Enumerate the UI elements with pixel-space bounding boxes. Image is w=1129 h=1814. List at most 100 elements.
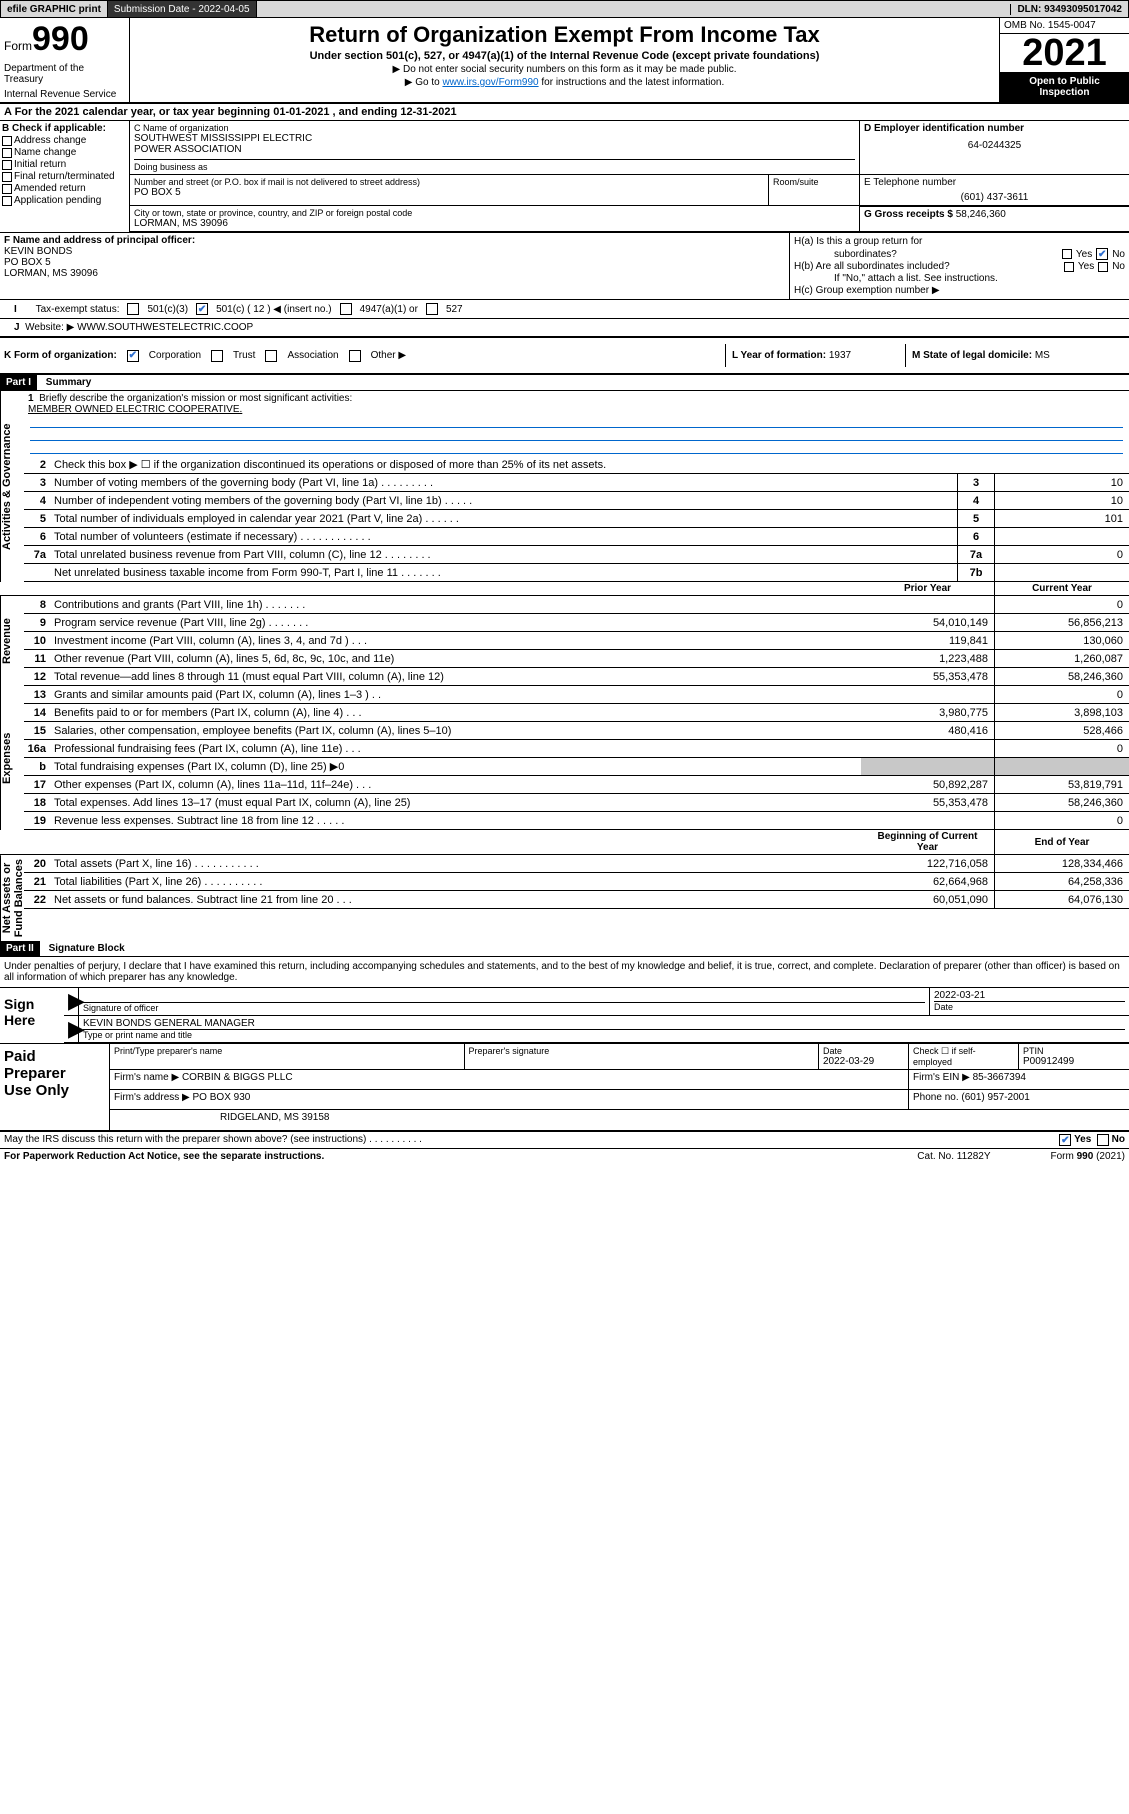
- sign-here-block: Sign Here ▶ Signature of officer 2022-03…: [0, 987, 1129, 1043]
- section-j-website: J Website: ▶ WWW.SOUTHWESTELECTRIC.COOP: [0, 319, 1129, 338]
- col-end-year: End of Year: [995, 830, 1129, 854]
- officer-name-cell: KEVIN BONDS GENERAL MANAGER Type or prin…: [78, 1016, 1129, 1042]
- mission-block: 1 Briefly describe the organization's mi…: [24, 391, 1129, 456]
- city-value: LORMAN, MS 39096: [134, 218, 855, 229]
- side-label-expenses: Expenses: [0, 686, 24, 830]
- summary-row: 16aProfessional fundraising fees (Part I…: [24, 740, 1129, 758]
- form-subtitle: Under section 501(c), 527, or 4947(a)(1)…: [138, 50, 991, 62]
- summary-row: 6Total number of volunteers (estimate if…: [24, 528, 1129, 546]
- line-2-checkbox: Check this box ▶ ☐ if the organization d…: [52, 457, 1129, 472]
- chk-application-pending[interactable]: Application pending: [2, 195, 127, 206]
- room-suite-cell: Room/suite: [769, 175, 859, 205]
- summary-row: Net unrelated business taxable income fr…: [24, 564, 1129, 582]
- perjury-statement: Under penalties of perjury, I declare th…: [0, 957, 1129, 987]
- street-address: PO BOX 5: [134, 187, 764, 198]
- summary-row: 9Program service revenue (Part VIII, lin…: [24, 614, 1129, 632]
- col-current-year: Current Year: [995, 582, 1129, 595]
- chk-final-return[interactable]: Final return/terminated: [2, 171, 127, 182]
- gross-receipts-value: 58,246,360: [956, 209, 1006, 220]
- signature-arrow-icon: ▶: [64, 988, 78, 1015]
- prior-current-header: Prior Year Current Year: [0, 582, 1129, 596]
- h-b-note: If "No," attach a list. See instructions…: [834, 273, 998, 284]
- chk-name-change[interactable]: Name change: [2, 147, 127, 158]
- summary-row: 22Net assets or fund balances. Subtract …: [24, 891, 1129, 909]
- summary-row: 17Other expenses (Part IX, column (A), l…: [24, 776, 1129, 794]
- officer-addr1: PO BOX 5: [4, 257, 785, 268]
- summary-row: bTotal fundraising expenses (Part IX, co…: [24, 758, 1129, 776]
- chk-address-change[interactable]: Address change: [2, 135, 127, 146]
- irs-label: Internal Revenue Service: [4, 89, 125, 100]
- section-m: M State of legal domicile: MS: [905, 344, 1125, 367]
- side-label-net-assets: Net Assets or Fund Balances: [0, 855, 24, 941]
- form-title: Return of Organization Exempt From Incom…: [138, 22, 991, 48]
- summary-row: 19Revenue less expenses. Subtract line 1…: [24, 812, 1129, 830]
- firm-ein: 85-3667394: [973, 1072, 1026, 1083]
- summary-row: 20Total assets (Part X, line 16) . . . .…: [24, 855, 1129, 873]
- h-b-label: H(b) Are all subordinates included?: [794, 261, 950, 272]
- summary-row: 18Total expenses. Add lines 13–17 (must …: [24, 794, 1129, 812]
- discuss-preparer-row: May the IRS discuss this return with the…: [0, 1130, 1129, 1148]
- form-header: Form990 Department of the Treasury Inter…: [0, 18, 1129, 104]
- dba-label: Doing business as: [134, 162, 855, 172]
- section-f-officer: F Name and address of principal officer:…: [0, 233, 789, 299]
- page-footer: For Paperwork Reduction Act Notice, see …: [0, 1148, 1129, 1164]
- dept-treasury: Department of the Treasury: [4, 63, 125, 85]
- org-name-cell: C Name of organization SOUTHWEST MISSISS…: [130, 121, 859, 174]
- section-b-title: B Check if applicable:: [2, 123, 127, 134]
- summary-row: 15Salaries, other compensation, employee…: [24, 722, 1129, 740]
- section-g-gross-receipts: G Gross receipts $ 58,246,360: [859, 206, 1129, 231]
- org-name-line2: POWER ASSOCIATION: [134, 144, 855, 155]
- chk-amended-return[interactable]: Amended return: [2, 183, 127, 194]
- part-1-body: Activities & Governance 1 Briefly descri…: [0, 391, 1129, 582]
- tax-year: 2021: [1000, 34, 1129, 72]
- org-info-block: B Check if applicable: Address change Na…: [0, 121, 1129, 233]
- paperwork-notice: For Paperwork Reduction Act Notice, see …: [4, 1151, 324, 1162]
- submission-date-label: Submission Date: [114, 4, 190, 15]
- signature-date-cell: 2022-03-21 Date: [929, 988, 1129, 1015]
- paid-preparer-label: Paid Preparer Use Only: [0, 1044, 110, 1130]
- signature-arrow-icon: ▶: [64, 1016, 78, 1042]
- officer-signature-cell: Signature of officer: [78, 988, 929, 1015]
- col-beginning-year: Beginning of Current Year: [861, 830, 995, 854]
- street-address-cell: Number and street (or P.O. box if mail i…: [130, 175, 769, 205]
- firm-address-2: RIDGELAND, MS 39158: [110, 1110, 1129, 1130]
- chk-initial-return[interactable]: Initial return: [2, 159, 127, 170]
- summary-row: 13Grants and similar amounts paid (Part …: [24, 686, 1129, 704]
- org-name-line1: SOUTHWEST MISSISSIPPI ELECTRIC: [134, 133, 855, 144]
- summary-row: 11Other revenue (Part VIII, column (A), …: [24, 650, 1129, 668]
- summary-row: 5Total number of individuals employed in…: [24, 510, 1129, 528]
- submission-date: Submission Date - 2022-04-05: [108, 1, 257, 17]
- section-h: H(a) Is this a group return for subordin…: [789, 233, 1129, 299]
- mission-text: MEMBER OWNED ELECTRIC COOPERATIVE.: [28, 404, 1125, 415]
- ein-value: 64-0244325: [864, 140, 1125, 151]
- catalog-number: Cat. No. 11282Y: [917, 1151, 990, 1162]
- phone-value: (601) 437-3611: [864, 192, 1125, 203]
- section-i-tax-status: I Tax-exempt status: 501(c)(3) ✔501(c) (…: [0, 300, 1129, 319]
- summary-row: 8Contributions and grants (Part VIII, li…: [24, 596, 1129, 614]
- section-a-tax-year: A For the 2021 calendar year, or tax yea…: [0, 104, 1129, 121]
- col-prior-year: Prior Year: [861, 582, 995, 595]
- instructions-link-line: ▶ Go to www.irs.gov/Form990 for instruct…: [138, 77, 991, 88]
- section-klm: K Form of organization: ✔Corporation Tru…: [0, 338, 1129, 375]
- summary-row: 14Benefits paid to or for members (Part …: [24, 704, 1129, 722]
- section-b-checkboxes: B Check if applicable: Address change Na…: [0, 121, 130, 232]
- summary-row: 21Total liabilities (Part X, line 26) . …: [24, 873, 1129, 891]
- efile-print-link[interactable]: efile GRAPHIC print: [1, 1, 108, 17]
- form-ref: Form 990 (2021): [1051, 1151, 1126, 1162]
- officer-name: KEVIN BONDS: [4, 246, 785, 257]
- officer-addr2: LORMAN, MS 39096: [4, 268, 785, 279]
- dln: DLN: 93493095017042: [1010, 4, 1128, 15]
- top-bar: efile GRAPHIC print Submission Date - 20…: [0, 0, 1129, 18]
- submission-date-value: 2022-04-05: [198, 4, 249, 15]
- open-to-public: Open to PublicInspection: [1000, 72, 1129, 102]
- part-2-header: Part II Signature Block: [0, 941, 1129, 957]
- instructions-link[interactable]: www.irs.gov/Form990: [442, 77, 538, 88]
- form-number: 990: [32, 20, 89, 58]
- summary-row: 10Investment income (Part VIII, column (…: [24, 632, 1129, 650]
- part-1-header: Part I Summary: [0, 375, 1129, 391]
- section-e-phone: E Telephone number (601) 437-3611: [859, 175, 1129, 205]
- h-c-label: H(c) Group exemption number ▶: [794, 285, 940, 296]
- side-label-revenue: Revenue: [0, 596, 24, 686]
- officer-group-row: F Name and address of principal officer:…: [0, 233, 1129, 300]
- firm-name: CORBIN & BIGGS PLLC: [182, 1072, 293, 1083]
